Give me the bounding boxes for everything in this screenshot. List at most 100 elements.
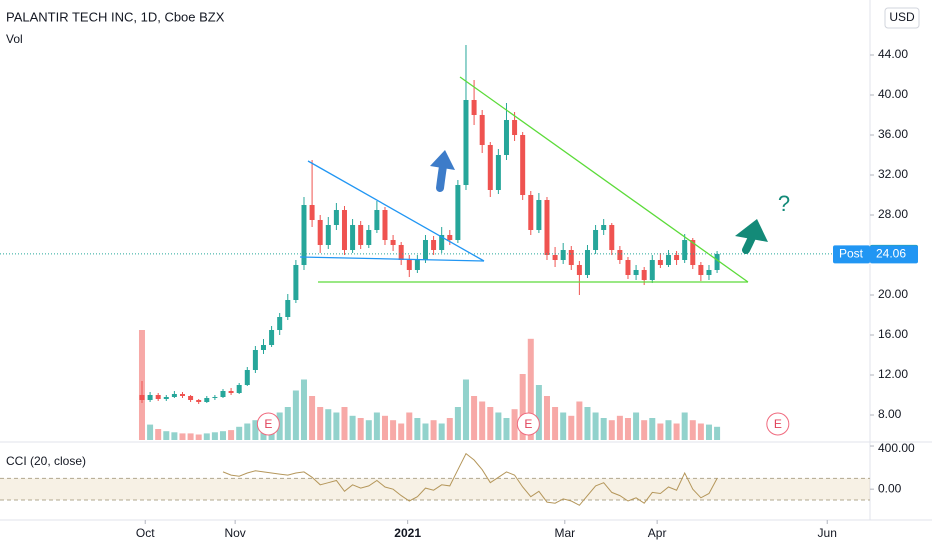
candle-body [374,210,380,230]
candle-body [698,265,704,275]
candle-body [301,205,307,265]
candle-body [584,250,590,275]
volume-bar [543,396,550,440]
candle-body [520,135,526,195]
candle-body [479,115,485,145]
x-tick-label: 2021 [394,526,421,540]
volume-bar [422,423,429,440]
volume-bar [373,412,380,440]
trendline [307,160,485,262]
post-price-label: 24.06 [876,247,906,261]
volume-bar [406,412,413,440]
candle-body [390,240,396,245]
volume-bar [309,396,316,440]
candle-body [657,260,663,265]
volume-bar [276,412,283,440]
drawings [299,76,768,283]
candle-body [528,195,534,230]
volume-bar [657,423,664,440]
y-tick-label: 20.00 [878,287,908,301]
y-tick-label: 32.00 [878,167,908,181]
candle-body [350,225,356,250]
candle-body [536,200,542,230]
volume-bar [681,412,688,440]
volume-bar [179,433,186,440]
candle-body [269,330,275,345]
candle-body [228,391,234,393]
cci-tick-label: 400.00 [878,441,915,455]
volume-bar [552,407,559,440]
candle-body [293,265,299,300]
candle-body [155,395,161,399]
volume-bar [187,433,194,440]
cci-label: CCI (20, close) [6,454,86,468]
x-tick-label: Nov [224,526,245,540]
volume-bar [244,423,251,440]
title: PALANTIR TECH INC, 1D, Cboe BZX [6,9,225,24]
candle-body [325,225,331,245]
volume-bar [714,426,721,440]
volume-bar [228,430,235,440]
volume-bar [292,390,299,440]
candle-body [179,394,185,396]
currency[interactable]: USD [889,10,915,24]
currency-box[interactable] [884,7,920,29]
candle-body [552,255,558,260]
candle-body [188,396,194,400]
volume-bar [608,420,615,440]
candle-body [690,240,696,265]
candle-body [576,265,582,275]
volume-bar [641,420,648,440]
candle-body [277,317,283,330]
volume-bar [454,407,461,440]
volume-bar [535,385,542,440]
trendline [299,256,485,262]
trendline [459,76,749,283]
candle-body [341,210,347,250]
candle-body [196,400,202,402]
candle-body [317,220,323,245]
volume-bar [414,418,421,440]
volume-bar [616,415,623,440]
candle-body [333,210,339,225]
candle-body [439,235,445,250]
candle-body [471,100,477,115]
y-tick-label: 36.00 [878,127,908,141]
arrow-head [430,150,455,170]
volume-bar [430,420,437,440]
candle-body [495,155,501,190]
candle-body [503,120,509,155]
candle-body [560,250,566,260]
candle-body [649,260,655,280]
candle-body [633,270,639,275]
candle-body [601,225,607,230]
candle-body [682,240,688,260]
volume-bar [219,431,226,440]
volume-bar [333,412,340,440]
candle-body [447,235,453,240]
cci-line [222,452,718,506]
volume-bar [284,407,291,440]
candle-body [414,260,420,270]
candle-body [665,255,671,265]
volume-bar [252,420,259,440]
candle-body [220,391,226,397]
earnings-label: E [264,417,272,431]
candle-body [593,230,599,250]
y-tick-label: 28.00 [878,207,908,221]
candle-body [568,250,574,265]
volume-bar [357,418,364,440]
candle-body [422,240,428,260]
volume-bar [503,418,510,440]
candle-body [431,240,437,250]
volume-bar [171,432,178,440]
volume-bar [390,420,397,440]
volume-bar [624,418,631,440]
candle-body [406,260,412,270]
candle-body [463,100,469,185]
volume-bar [576,401,583,440]
candle-body [512,120,518,135]
candle-body [487,145,493,190]
candle-body [617,250,623,260]
candle-body [285,300,291,317]
